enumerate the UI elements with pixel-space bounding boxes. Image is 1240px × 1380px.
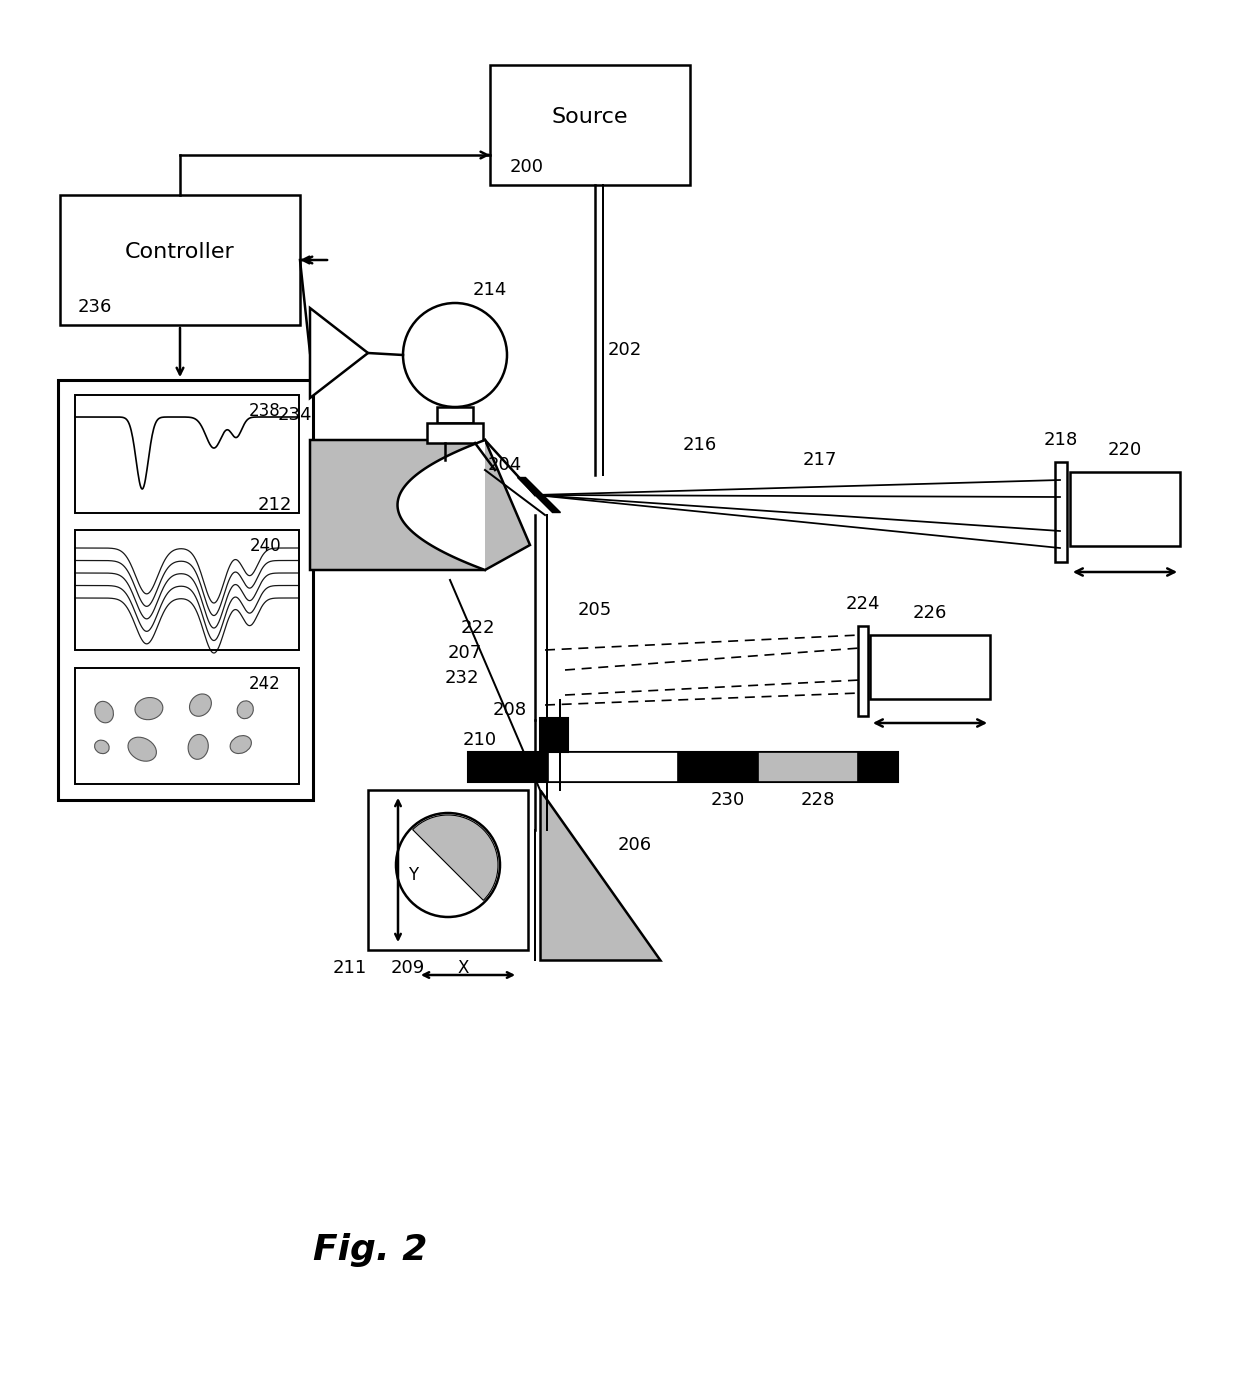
Polygon shape	[539, 789, 660, 960]
Text: 234: 234	[278, 406, 312, 424]
Bar	[58, 380, 312, 800]
Text: X: X	[458, 959, 469, 977]
Text: 240: 240	[249, 537, 281, 555]
Polygon shape	[310, 308, 368, 397]
Text: 222: 222	[461, 620, 495, 638]
Polygon shape	[310, 440, 529, 570]
Text: Fig. 2: Fig. 2	[312, 1232, 428, 1267]
Ellipse shape	[237, 701, 253, 719]
Text: 204: 204	[487, 455, 522, 473]
Circle shape	[396, 813, 500, 916]
Text: 205: 205	[578, 602, 613, 620]
Text: 208: 208	[494, 701, 527, 719]
Bar	[368, 789, 528, 949]
Text: 218: 218	[1044, 431, 1078, 448]
Text: 232: 232	[445, 669, 479, 687]
Text: 217: 217	[802, 451, 837, 469]
Polygon shape	[517, 477, 560, 512]
Ellipse shape	[135, 697, 162, 720]
Text: 224: 224	[846, 595, 880, 613]
Bar	[870, 635, 990, 700]
Ellipse shape	[231, 736, 252, 753]
Polygon shape	[398, 440, 485, 570]
Bar	[74, 395, 299, 513]
Text: 202: 202	[608, 341, 642, 359]
Text: 210: 210	[463, 731, 497, 749]
Text: 230: 230	[711, 791, 745, 809]
Text: Y: Y	[408, 867, 418, 885]
Text: 236: 236	[78, 298, 113, 316]
Bar	[436, 407, 472, 424]
Ellipse shape	[94, 701, 113, 723]
Bar	[758, 752, 858, 782]
Text: 212: 212	[258, 495, 291, 513]
Bar	[548, 752, 678, 782]
Ellipse shape	[188, 734, 208, 759]
Ellipse shape	[94, 740, 109, 753]
Bar	[1070, 472, 1180, 546]
Bar	[539, 718, 568, 752]
Bar	[74, 530, 299, 650]
Bar	[427, 424, 484, 443]
Text: 214: 214	[472, 282, 507, 299]
Text: 206: 206	[618, 836, 652, 854]
Text: 211: 211	[332, 959, 367, 977]
Bar	[490, 65, 689, 185]
Bar	[74, 668, 299, 784]
Text: 238: 238	[249, 402, 281, 420]
Ellipse shape	[128, 737, 156, 762]
Text: Source: Source	[552, 108, 629, 127]
Text: 220: 220	[1107, 442, 1142, 460]
Text: 216: 216	[683, 436, 717, 454]
Bar	[60, 195, 300, 326]
Wedge shape	[413, 816, 498, 900]
Bar	[858, 627, 868, 716]
Text: 228: 228	[801, 791, 836, 809]
Text: 242: 242	[249, 675, 281, 693]
Text: Controller: Controller	[125, 241, 234, 262]
Text: 209: 209	[391, 959, 425, 977]
Text: 200: 200	[510, 157, 544, 177]
Ellipse shape	[190, 694, 211, 716]
Circle shape	[403, 304, 507, 407]
Bar	[1055, 462, 1066, 562]
Text: 207: 207	[448, 644, 482, 662]
Bar	[467, 752, 898, 782]
Text: 226: 226	[913, 604, 947, 622]
